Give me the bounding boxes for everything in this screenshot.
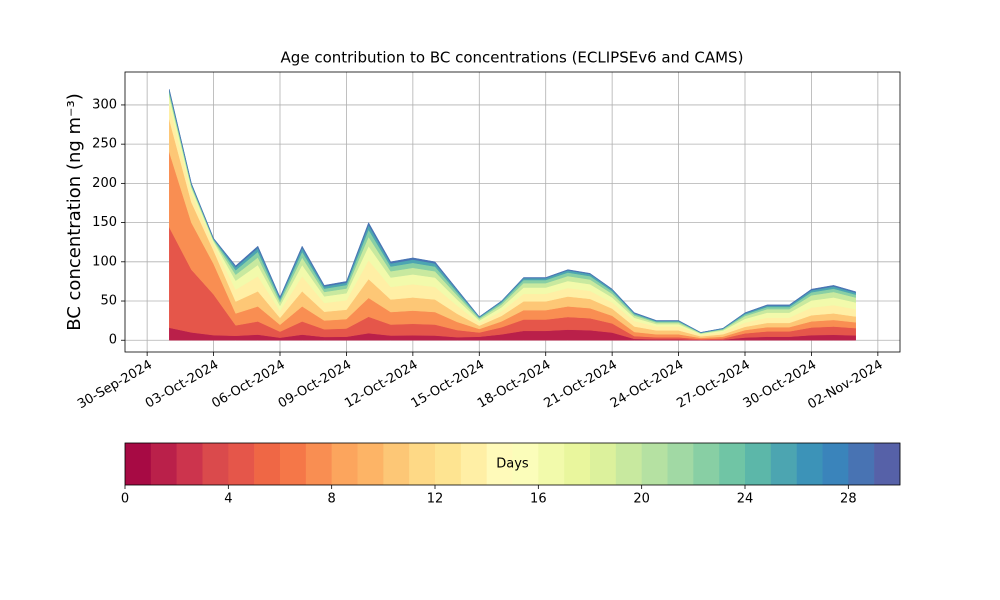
- colorbar-bin: [228, 443, 255, 485]
- colorbar-bin: [770, 443, 797, 485]
- colorbar-bin: [150, 443, 177, 485]
- colorbar-bin: [848, 443, 875, 485]
- x-tick-label: 02-Nov-2024: [805, 358, 885, 413]
- y-tick-label: 0: [109, 333, 117, 348]
- x-tick-label: 03-Oct-2024: [143, 358, 221, 412]
- colorbar-bin: [874, 443, 901, 485]
- colorbar: Days 0 4 8 12 16 20 24 28: [121, 442, 901, 507]
- colorbar-bin: [202, 443, 229, 485]
- y-tick-label: 300: [92, 97, 117, 112]
- colorbar-bin: [305, 443, 332, 485]
- y-tick-label: 250: [92, 137, 117, 152]
- colorbar-bin: [796, 443, 823, 485]
- colorbar-bin: [486, 443, 513, 485]
- colorbar-bin: [590, 443, 617, 485]
- colorbar-bin: [125, 443, 152, 485]
- colorbar-tick-label: 28: [840, 492, 857, 507]
- colorbar-bin: [280, 443, 307, 485]
- colorbar-bin: [693, 443, 720, 485]
- colorbar-frame: [124, 442, 901, 486]
- colorbar-tick-label: 8: [328, 492, 336, 507]
- y-tick-label: 100: [92, 254, 117, 269]
- x-tick-label: 09-Oct-2024: [276, 358, 354, 412]
- y-tick-label: 50: [100, 294, 117, 309]
- colorbar-tick-label: 0: [121, 492, 129, 507]
- colorbar-tick-label: 20: [633, 492, 650, 507]
- colorbar-label: Days: [496, 457, 529, 472]
- colorbar-bin: [538, 443, 565, 485]
- x-tick-label: 30-Sep-2024: [75, 358, 155, 413]
- area-layer: [169, 96, 856, 336]
- chart-title: Age contribution to BC concentrations (E…: [281, 49, 744, 67]
- x-tick-label: 06-Oct-2024: [209, 358, 287, 412]
- colorbar-tick-label: 12: [427, 492, 444, 507]
- colorbar-bin: [331, 443, 358, 485]
- colorbar-bin: [409, 443, 436, 485]
- colorbar-bin: [564, 443, 591, 485]
- x-tick-label: 21-Oct-2024: [542, 358, 620, 412]
- colorbar-bin: [357, 443, 384, 485]
- colorbar-bin: [435, 443, 462, 485]
- colorbar-tick-label: 24: [737, 492, 754, 507]
- x-tick-label: 12-Oct-2024: [342, 358, 420, 412]
- area-layer: [169, 89, 856, 333]
- colorbar-bin: [254, 443, 281, 485]
- colorbar-bin: [822, 443, 849, 485]
- plot-frame: [124, 71, 901, 353]
- colorbar-bin: [667, 443, 694, 485]
- colorbar-bin: [383, 443, 410, 485]
- colorbar-bin: [460, 443, 487, 485]
- colorbar-bin: [641, 443, 668, 485]
- y-axis-label: BC concentration (ng m⁻³): [64, 93, 85, 331]
- colorbar-tick-label: 16: [530, 492, 547, 507]
- x-tick-label: 24-Oct-2024: [608, 358, 686, 412]
- colorbar-bin: [512, 443, 539, 485]
- colorbar-bin: [719, 443, 746, 485]
- colorbar-bin: [176, 443, 203, 485]
- y-tick-label: 200: [92, 176, 117, 191]
- x-tick-label: 27-Oct-2024: [674, 358, 752, 412]
- colorbar-tick-label: 4: [224, 492, 232, 507]
- x-tick-label: 18-Oct-2024: [475, 358, 553, 412]
- y-tick-label: 150: [92, 215, 117, 230]
- colorbar-bin: [615, 443, 642, 485]
- x-tick-label: 15-Oct-2024: [409, 358, 487, 412]
- colorbar-bin: [745, 443, 772, 485]
- plot-area: [125, 72, 900, 352]
